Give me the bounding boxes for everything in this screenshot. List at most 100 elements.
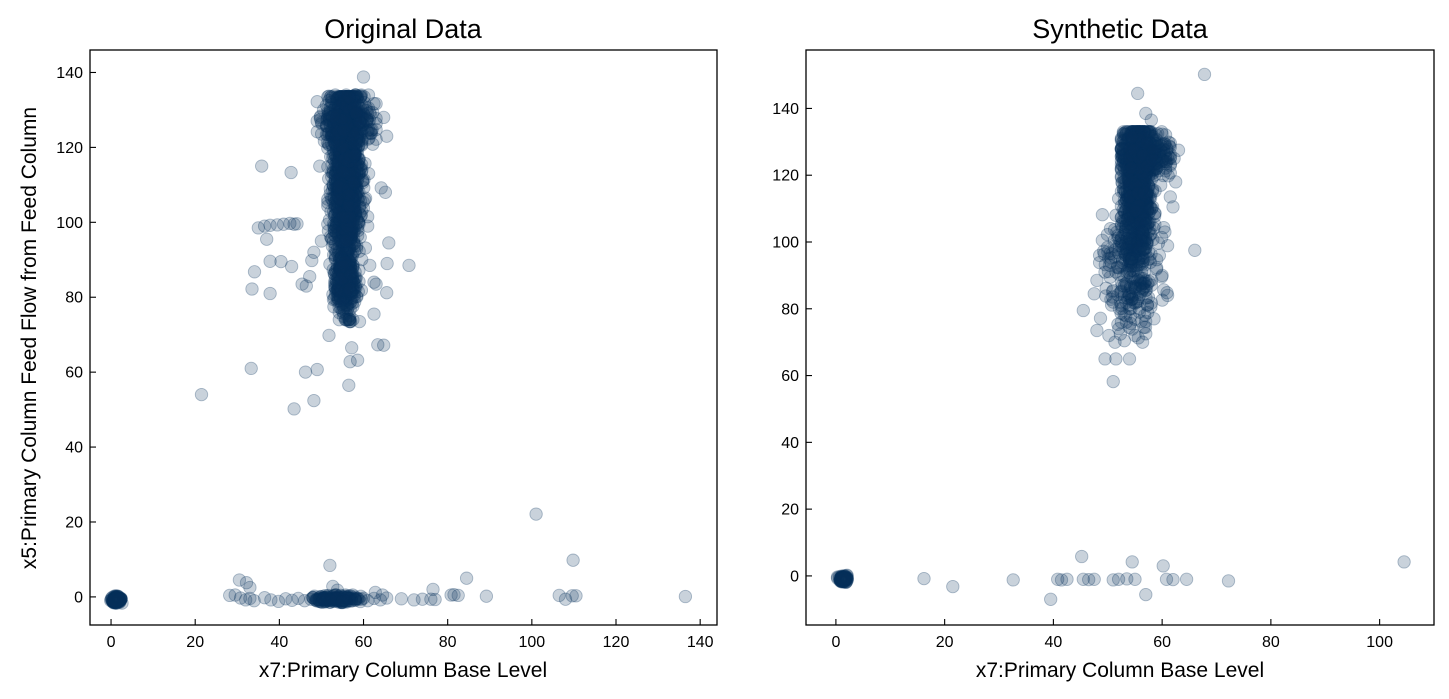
data-point	[342, 96, 356, 110]
data-point	[1125, 130, 1139, 144]
data-point	[350, 173, 364, 188]
data-point	[347, 199, 361, 213]
data-point	[108, 592, 122, 606]
data-point	[337, 157, 351, 171]
y-tick-label: 40	[65, 440, 83, 457]
data-point	[334, 157, 348, 172]
data-point	[336, 216, 351, 231]
data-point	[1136, 226, 1150, 240]
data-point	[322, 213, 337, 227]
data-point	[347, 178, 361, 192]
data-point	[111, 592, 125, 607]
data-point	[337, 211, 351, 226]
data-point	[342, 183, 357, 198]
data-point	[341, 90, 355, 104]
data-point	[351, 157, 365, 172]
data-point	[346, 111, 360, 125]
data-point	[354, 157, 369, 172]
data-point	[336, 144, 351, 158]
data-point	[112, 593, 126, 608]
data-point	[345, 208, 359, 223]
data-point	[342, 106, 357, 120]
data-point	[327, 121, 341, 136]
data-point	[284, 259, 299, 274]
data-point	[346, 90, 361, 104]
data-point	[335, 132, 350, 146]
data-point	[344, 159, 358, 174]
data-point	[108, 591, 123, 605]
data-point	[345, 212, 359, 227]
data-point	[336, 240, 351, 254]
data-point	[337, 190, 351, 205]
data-point	[335, 145, 349, 159]
data-point	[348, 123, 363, 137]
data-point	[335, 141, 350, 156]
data-point	[336, 159, 350, 174]
data-point	[348, 208, 362, 222]
data-point	[345, 167, 360, 181]
data-point	[336, 125, 350, 139]
data-point	[382, 236, 396, 250]
data-point	[1125, 555, 1139, 569]
data-point	[348, 140, 362, 155]
data-point	[104, 593, 118, 608]
data-point	[337, 106, 351, 121]
data-point	[321, 195, 335, 210]
data-point	[108, 595, 122, 610]
data-point	[328, 137, 342, 151]
data-point	[112, 593, 126, 607]
data-point	[109, 591, 123, 605]
data-point	[334, 168, 349, 182]
data-point	[330, 201, 345, 215]
data-point	[342, 207, 356, 222]
data-point	[111, 593, 126, 607]
data-point	[333, 129, 348, 144]
data-point	[337, 223, 351, 237]
data-point	[346, 259, 360, 273]
data-point	[350, 181, 364, 196]
data-point	[349, 242, 364, 256]
y-axis-label: x5:Primary Column Feed Flow from Feed Co…	[18, 107, 41, 569]
data-point	[341, 130, 355, 144]
data-point	[336, 180, 351, 194]
data-point	[108, 592, 122, 607]
data-point	[1145, 153, 1160, 167]
data-point	[336, 233, 350, 248]
data-point	[113, 593, 127, 607]
data-point	[1144, 201, 1158, 216]
data-point	[342, 162, 356, 176]
data-point	[343, 102, 357, 116]
data-point	[346, 129, 360, 143]
data-point	[1134, 265, 1149, 279]
data-point	[343, 180, 357, 194]
data-point	[110, 590, 124, 605]
data-point	[338, 155, 352, 169]
data-point	[339, 173, 353, 187]
data-point	[380, 286, 394, 300]
data-point	[337, 208, 352, 222]
data-point	[402, 258, 416, 273]
data-point	[110, 592, 124, 606]
data-point	[341, 190, 355, 205]
data-point	[344, 90, 358, 104]
y-tick-label: 140	[56, 65, 83, 82]
data-point	[109, 595, 124, 610]
data-point	[334, 91, 348, 105]
data-point	[347, 204, 361, 218]
data-point	[339, 144, 353, 158]
data-point	[108, 595, 123, 610]
data-point	[345, 143, 359, 157]
data-point	[336, 251, 351, 265]
data-point	[335, 128, 349, 143]
data-point	[105, 590, 120, 604]
data-point	[343, 134, 357, 148]
data-point	[340, 250, 354, 265]
data-point	[343, 214, 357, 228]
data-point	[352, 314, 367, 329]
data-point	[339, 189, 353, 203]
data-point	[344, 90, 358, 104]
data-point	[112, 591, 126, 606]
data-point	[331, 130, 345, 144]
data-point	[110, 595, 124, 609]
data-point	[334, 182, 349, 196]
